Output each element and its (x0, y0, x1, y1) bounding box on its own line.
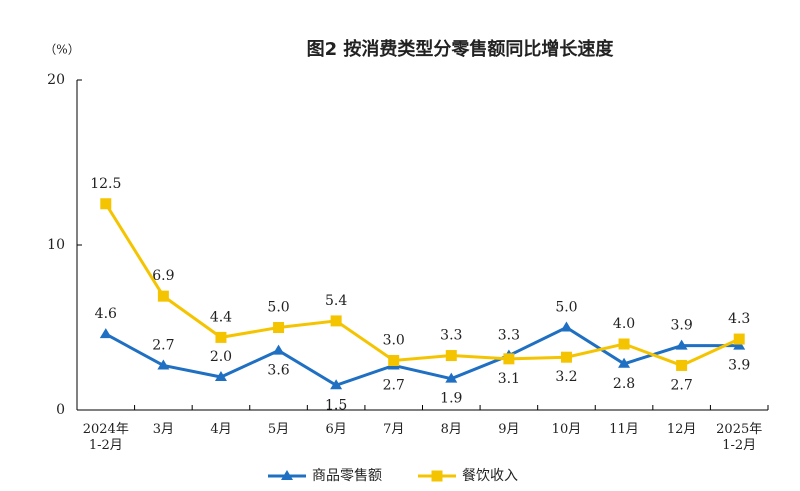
value-label: 4.0 (613, 316, 635, 332)
legend-label: 餐饮收入 (462, 468, 518, 484)
point (618, 357, 631, 368)
x-tick-label: 11月 (609, 422, 639, 437)
point (99, 328, 112, 339)
x-tick-label: 3月 (152, 422, 175, 437)
y-tick-label: 0 (56, 402, 65, 418)
value-label: 2.0 (210, 349, 232, 365)
series-line (105, 325, 740, 387)
y-tick-label: 20 (47, 72, 65, 88)
point (157, 359, 170, 370)
point (445, 350, 457, 362)
value-label: 5.0 (267, 300, 289, 316)
point (100, 198, 112, 210)
value-label: 3.1 (498, 371, 520, 387)
x-tick-label: 9月 (498, 422, 520, 437)
value-label: 3.2 (555, 369, 577, 385)
point (560, 321, 573, 332)
x-tick-label: 7月 (383, 422, 405, 437)
value-label: 5.4 (325, 293, 347, 309)
point (330, 315, 342, 327)
value-label: 5.0 (555, 300, 577, 316)
legend-marker (281, 470, 293, 480)
point (330, 379, 343, 390)
value-label: 6.9 (152, 268, 174, 284)
value-label: 2.7 (670, 377, 692, 393)
value-label: 1.5 (325, 397, 347, 413)
point (676, 359, 688, 371)
point (388, 355, 400, 366)
value-label: 4.6 (95, 306, 117, 322)
value-label: 3.0 (383, 333, 405, 349)
x-tick-label: 8月 (440, 422, 462, 437)
x-tick-label: 2024年 1-2月 (82, 422, 129, 453)
point (675, 339, 688, 350)
value-label: 4.4 (210, 309, 232, 325)
point (733, 339, 746, 350)
value-label: 1.9 (440, 391, 462, 407)
value-label: 4.3 (728, 311, 750, 327)
value-label: 2.7 (152, 337, 174, 353)
point (215, 331, 227, 343)
x-tick-label: 4月 (210, 422, 232, 437)
point (618, 338, 630, 350)
value-label: 12.5 (90, 176, 121, 192)
x-tick-label: 2025年 1-2月 (716, 422, 763, 453)
point (157, 290, 169, 302)
point (445, 372, 458, 383)
point (273, 322, 285, 333)
x-tick-label: 5月 (267, 422, 290, 437)
value-label: 3.9 (670, 318, 692, 334)
legend-label: 商品零售额 (312, 468, 382, 484)
point (272, 344, 285, 355)
x-tick-label: 6月 (325, 422, 347, 437)
value-label: 3.3 (498, 328, 520, 344)
value-label: 2.7 (383, 377, 405, 393)
x-tick-label: 10月 (551, 422, 582, 437)
y-unit: （%） (44, 43, 79, 57)
point (733, 333, 745, 345)
point (214, 371, 227, 381)
value-label: 2.8 (613, 376, 635, 392)
point (560, 351, 572, 363)
value-label: 3.3 (440, 328, 462, 344)
legend-marker (431, 470, 443, 482)
value-label: 3.9 (728, 358, 750, 374)
chart-title: 图2 按消费类型分零售额同比增长速度 (307, 38, 615, 60)
series-line (104, 202, 740, 368)
value-label: 3.6 (267, 363, 289, 379)
point (503, 353, 515, 365)
y-tick-label: 10 (47, 237, 65, 253)
x-tick-label: 12月 (666, 422, 697, 437)
